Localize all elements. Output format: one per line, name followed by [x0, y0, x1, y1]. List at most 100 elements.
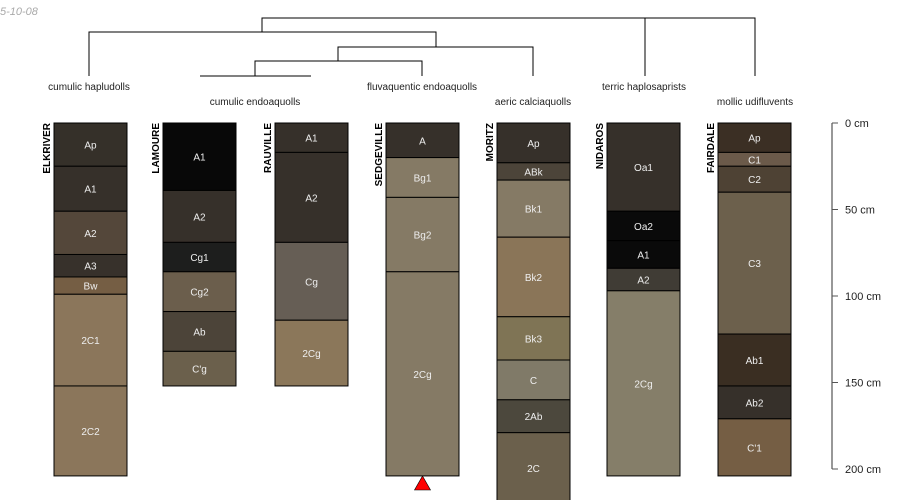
horizon-label: A1 [305, 134, 318, 145]
horizon-label: Bg2 [414, 231, 432, 242]
horizon [717, 385, 792, 420]
soil-profile-fairdale: FAIRDALE Ap C1 C2 C3 Ab1 Ab2 C'1 [706, 122, 792, 477]
depth-tick-label: 0 cm [845, 118, 869, 130]
horizon-label: C3 [748, 259, 761, 270]
horizon [385, 157, 460, 198]
horizon-label: Ab [193, 327, 206, 338]
dendrogram-branch [254, 60, 423, 76]
taxon-label: terric haplosaprists [602, 82, 686, 93]
horizon [274, 241, 349, 321]
horizon [53, 165, 128, 212]
horizon-label: C [530, 376, 537, 387]
horizon-label: A3 [84, 262, 97, 273]
depth-tick-label: 200 cm [845, 464, 881, 476]
horizon [717, 333, 792, 387]
horizon [162, 311, 237, 352]
horizon-label: A1 [84, 185, 97, 196]
profile-name: LAMOURE [151, 123, 162, 174]
horizon-label: 2C1 [81, 336, 100, 347]
soil-profile-rauville: RAUVILLE A1 A2 Cg 2Cg [263, 122, 349, 387]
horizon [496, 236, 571, 318]
horizon [162, 189, 237, 243]
horizon [274, 122, 349, 153]
horizon-label: 2Ab [525, 412, 543, 423]
horizon-label: Bw [84, 282, 99, 293]
horizon-label: Cg2 [190, 288, 209, 299]
horizon-label: 2Cg [413, 370, 431, 381]
horizon-label: Cg [305, 277, 318, 288]
horizon-label: A [419, 136, 426, 147]
horizon [162, 350, 237, 387]
profile-name: SEDGEVILLE [374, 123, 385, 187]
horizon [162, 122, 237, 191]
horizon [162, 241, 237, 273]
horizon-label: 2C2 [81, 427, 100, 438]
profile-name: ELKRIVER [42, 122, 53, 173]
horizon [496, 432, 571, 500]
triangle-marker-icon [413, 475, 432, 491]
dendrogram-branch [88, 31, 437, 76]
horizon [606, 240, 681, 269]
horizon [717, 165, 792, 193]
depth-scale: 0 cm 50 cm 100 cm 150 cm 200 cm [831, 118, 881, 476]
dendrogram-branch [337, 46, 534, 76]
horizon-label: A2 [637, 276, 650, 287]
horizon-label: A2 [84, 229, 97, 240]
horizon-label: Oa1 [634, 163, 653, 174]
horizon-label: 2C [527, 464, 540, 475]
horizon [606, 122, 681, 212]
soil-profile-sedgeville: SEDGEVILLE A Bg1 Bg2 2Cg [374, 122, 460, 491]
horizon-label: Bk2 [525, 273, 543, 284]
taxon-label: mollic udifluvents [717, 97, 793, 108]
horizon [496, 316, 571, 361]
horizon-label: Cg1 [190, 253, 209, 264]
taxon-label: fluvaquentic endoaquolls [367, 82, 477, 93]
taxon-label: cumulic hapludolls [48, 82, 130, 93]
horizon-label: Oa2 [634, 222, 653, 233]
soil-profile-nidaros: NIDAROS Oa1 Oa2 A1 A2 2Cg [595, 122, 681, 477]
profile-name: NIDAROS [595, 123, 606, 169]
horizon-label: Ap [84, 141, 97, 152]
horizon [53, 385, 128, 477]
horizon-label: C1 [748, 155, 761, 166]
horizon-label: ABk [524, 167, 543, 178]
horizon [385, 122, 460, 159]
soil-profile-moritz: MORITZ Ap ABk Bk1 Bk2 Bk3 C 2Ab 2C [485, 122, 571, 500]
horizon [606, 290, 681, 477]
horizon-label: A1 [637, 250, 650, 261]
horizon-label: Ap [527, 139, 540, 150]
horizon [496, 122, 571, 164]
horizon [385, 196, 460, 273]
horizon-label: A2 [193, 212, 206, 223]
horizon-label: C2 [748, 175, 761, 186]
horizon [496, 399, 571, 434]
dendrogram-branch [261, 17, 756, 76]
horizon [274, 319, 349, 387]
horizon [274, 151, 349, 243]
horizon [606, 210, 681, 242]
profile-name: RAUVILLE [263, 123, 274, 173]
horizon [53, 210, 128, 255]
horizon [385, 271, 460, 477]
horizon [496, 359, 571, 401]
soil-profile-lamoure: LAMOURE A1 A2 Cg1 Cg2 Ab C'g [151, 122, 237, 387]
horizon-label: Ab2 [746, 398, 764, 409]
horizon-label: 2Cg [634, 379, 652, 390]
horizon [53, 122, 128, 167]
horizon-label: Ap [748, 134, 761, 145]
depth-tick-label: 150 cm [845, 378, 881, 390]
depth-tick-label: 50 cm [845, 205, 875, 217]
horizon-label: Bk3 [525, 334, 543, 345]
horizon-label: Bk1 [525, 205, 543, 216]
dendrogram [88, 17, 756, 77]
horizon-label: C'g [192, 365, 207, 376]
date-stamp: 5-10-08 [0, 6, 38, 18]
taxon-label: aeric calciaquolls [495, 97, 571, 108]
horizon-label: 2Cg [302, 349, 320, 360]
taxon-label: cumulic endoaquolls [210, 97, 301, 108]
horizon-label: A2 [305, 193, 318, 204]
horizon-label: Ab1 [746, 356, 764, 367]
horizon-label: Bg1 [414, 173, 432, 184]
horizon-label: C'1 [747, 443, 762, 454]
